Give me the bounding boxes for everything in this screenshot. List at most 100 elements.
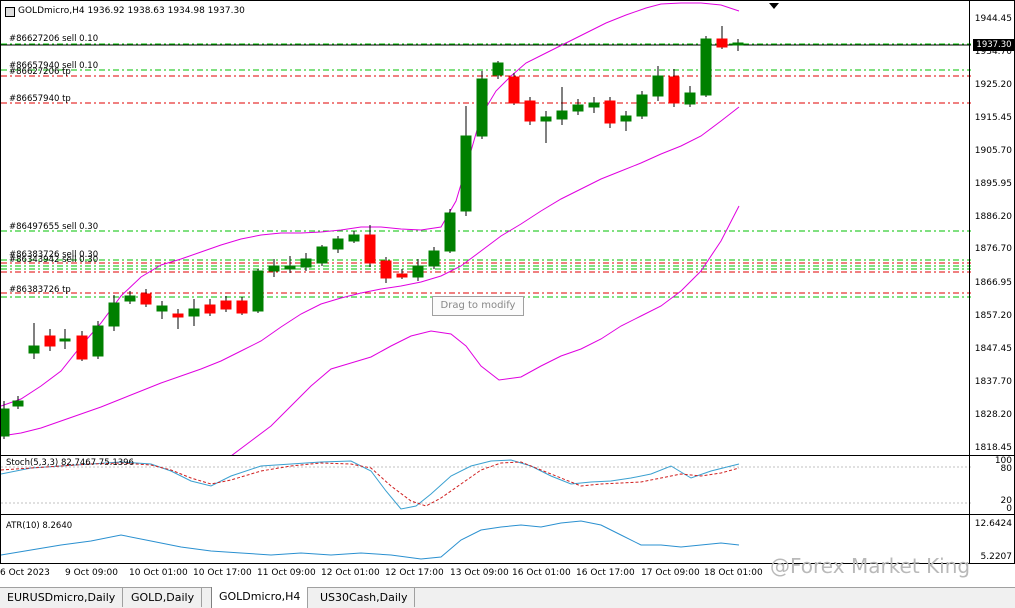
- candle-body: [572, 104, 584, 112]
- atr-axis-low: 5.2207: [980, 552, 1013, 562]
- order-label[interactable]: #86383726 tp: [9, 285, 71, 295]
- price-axis: 1944.45 1934.70 1925.20 1915.45 1905.70 1895.…: [969, 1, 1014, 455]
- stoch-axis-0: 0: [1006, 504, 1012, 514]
- candle-body: [716, 38, 728, 48]
- stochastic-chart[interactable]: [1, 456, 971, 514]
- price-chart[interactable]: [1, 1, 971, 455]
- candle-body: [316, 246, 328, 264]
- candle-body: [444, 212, 456, 252]
- candle-body: [124, 295, 136, 302]
- time-axis-label: 18 Oct 01:00: [704, 568, 763, 578]
- price-axis-label: 1837.70: [974, 377, 1012, 387]
- candle-body: [268, 265, 280, 272]
- stoch-signal-line: [1, 461, 740, 507]
- candle-body: [220, 300, 232, 310]
- price-axis-label: 1828.20: [974, 410, 1012, 420]
- candle-body: [380, 260, 392, 279]
- current-price-tag: 1937.30: [973, 39, 1015, 51]
- candle-body: [540, 116, 552, 122]
- candle-body: [188, 308, 200, 317]
- candle-body: [12, 400, 24, 407]
- candle-body: [92, 325, 104, 357]
- bollinger-lower: [231, 205, 740, 455]
- price-axis-label: 1905.70: [974, 146, 1012, 156]
- candle-body: [300, 258, 312, 268]
- time-axis-label: 13 Oct 09:00: [450, 568, 509, 578]
- order-label[interactable]: #86627206 sell 0.10: [9, 34, 99, 44]
- order-label[interactable]: #86657940 tp: [9, 94, 71, 104]
- order-label[interactable]: #86497655 sell 0.30: [9, 222, 99, 232]
- chart-header-icon: [5, 7, 15, 17]
- candle-body: [588, 102, 600, 108]
- atr-panel[interactable]: ATR(10) 8.2640 12.6424 5.2207: [0, 514, 1015, 564]
- tab-us30cash-daily[interactable]: US30Cash,Daily: [313, 588, 416, 607]
- stoch-axis-20: 20: [1000, 496, 1012, 506]
- time-axis-label: 12 Oct 17:00: [385, 568, 444, 578]
- atr-line: [1, 520, 740, 560]
- watermark: @Forex Market King: [770, 554, 971, 578]
- price-axis-label: 1886.20: [974, 212, 1012, 222]
- candle-body: [492, 62, 504, 76]
- symbol-info: GOLDmicro,H4 1936.92 1938.63 1934.98 193…: [18, 6, 245, 16]
- time-axis-label: 17 Oct 09:00: [641, 568, 700, 578]
- time-axis-label: 16 Oct 01:00: [512, 568, 571, 578]
- candle-body: [108, 302, 120, 327]
- atr-chart[interactable]: [1, 515, 971, 563]
- price-axis-label: 1866.95: [974, 278, 1012, 288]
- candle-body: [44, 335, 56, 347]
- stochastic-label: Stoch(5,3,3) 82.7467 75.1396: [6, 458, 134, 468]
- candle-body: [76, 335, 88, 360]
- order-label[interactable]: #86627206 tp: [9, 67, 71, 77]
- order-label[interactable]: #86343942 sell 0.30: [9, 255, 99, 265]
- time-axis-label: 11 Oct 09:00: [257, 568, 316, 578]
- main-chart-panel[interactable]: GOLDmicro,H4 1936.92 1938.63 1934.98 193…: [0, 0, 1015, 456]
- candle-body: [252, 270, 264, 312]
- price-axis-label: 1857.20: [974, 311, 1012, 321]
- time-axis-label: 12 Oct 01:00: [321, 568, 380, 578]
- candle-body: [652, 75, 664, 97]
- price-axis-label: 1944.45: [974, 14, 1012, 24]
- candle-body: [156, 305, 168, 312]
- candle-body: [396, 273, 408, 278]
- candle-body: [556, 110, 568, 120]
- candle-body: [604, 100, 616, 124]
- candle-body: [348, 234, 360, 242]
- price-axis-label: 1818.45: [974, 443, 1012, 453]
- candle-body: [524, 100, 536, 122]
- time-axis-label: 16 Oct 17:00: [576, 568, 635, 578]
- price-axis-label: 1876.70: [974, 244, 1012, 254]
- order-label[interactable]: #86383726 sell 0.30: [9, 250, 99, 260]
- candle-body: [428, 250, 440, 267]
- candle-body: [172, 313, 184, 318]
- time-axis-label: 9 Oct 09:00: [65, 568, 118, 578]
- order-label[interactable]: #86657940 sell 0.10: [9, 61, 99, 71]
- candle-body: [332, 238, 344, 250]
- atr-label: ATR(10) 8.2640: [6, 521, 73, 531]
- tab-eurusdmicro-daily[interactable]: EURUSDmicro,Daily: [0, 588, 124, 607]
- candle-body: [204, 304, 216, 314]
- time-axis-label: 10 Oct 01:00: [129, 568, 188, 578]
- time-axis-label: 10 Oct 17:00: [193, 568, 252, 578]
- candle-body: [28, 345, 40, 354]
- candle-body: [700, 38, 712, 96]
- candle-body: [684, 92, 696, 105]
- candle-body: [476, 78, 488, 137]
- bollinger-middle: [1, 106, 740, 437]
- candle-body: [412, 265, 424, 278]
- tab-gold-daily[interactable]: GOLD,Daily: [124, 588, 203, 607]
- stoch-axis-80: 80: [1000, 464, 1012, 474]
- candle-body: [1, 408, 10, 437]
- tab-goldmicro-h4[interactable]: GOLDmicro,H4: [211, 587, 309, 608]
- price-axis-label: 1847.45: [974, 344, 1012, 354]
- candle-body: [284, 265, 296, 270]
- scroll-marker-icon[interactable]: [769, 3, 779, 9]
- atr-axis: 12.6424 5.2207: [969, 515, 1014, 563]
- time-axis-label: 6 Oct 2023: [0, 568, 50, 578]
- candle-body: [508, 76, 520, 104]
- chart-tabs: EURUSDmicro,Daily GOLD,Daily GOLDmicro,H…: [0, 587, 1015, 608]
- price-axis-label: 1934.70: [974, 47, 1012, 57]
- drag-tooltip: Drag to modify: [432, 296, 524, 316]
- stoch-axis-100: 100: [994, 456, 1012, 466]
- candle-body: [59, 338, 71, 342]
- stochastic-panel[interactable]: Stoch(5,3,3) 82.7467 75.1396 100 80 20 0: [0, 455, 1015, 515]
